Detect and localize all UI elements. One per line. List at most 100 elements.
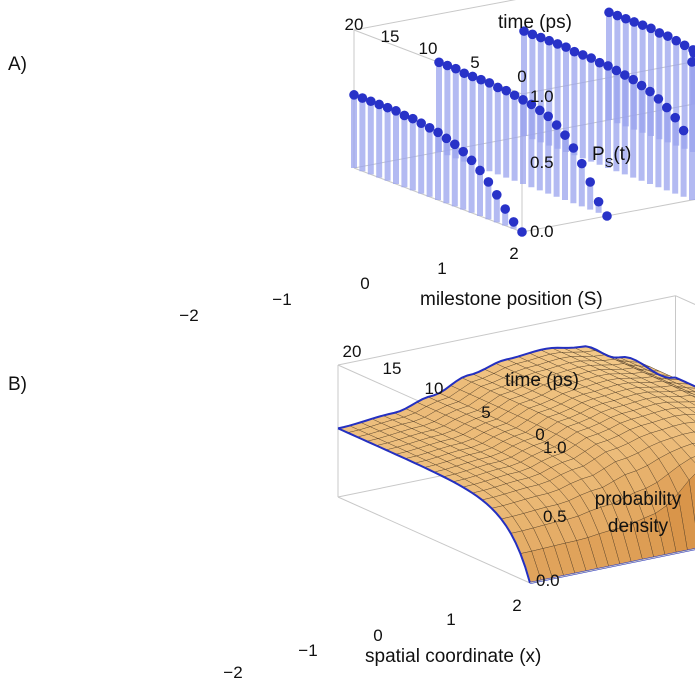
data-point — [687, 57, 695, 67]
data-point — [678, 125, 689, 136]
a-box-edge — [521, 198, 695, 233]
data-point — [518, 95, 528, 105]
data-point — [611, 65, 622, 76]
data-point — [475, 165, 485, 176]
data-point — [578, 50, 588, 60]
data-point — [552, 39, 563, 49]
data-point — [526, 99, 537, 110]
data-point — [408, 113, 418, 124]
b-prob-tick-0: 0.0 — [536, 571, 560, 590]
data-point — [450, 139, 460, 150]
data-point — [577, 158, 587, 169]
b-box-edge — [529, 548, 695, 584]
b-time-tick-20: 20 — [343, 342, 362, 361]
a-pos-tick-1: 1 — [437, 259, 446, 278]
b-pos-tick-2: 2 — [512, 596, 521, 615]
surface-edge-right — [337, 427, 531, 584]
a-pos-tick-0: 0 — [360, 274, 369, 293]
data-point — [612, 10, 623, 21]
data-point — [646, 23, 656, 34]
data-point — [586, 53, 596, 63]
data-point — [458, 146, 469, 157]
b-prob-axis-label-line2: density — [608, 516, 669, 537]
data-point — [543, 111, 553, 122]
a-time-tick-20: 20 — [345, 15, 364, 34]
data-point — [536, 32, 546, 43]
data-point — [519, 26, 529, 36]
data-point — [568, 143, 579, 153]
data-point — [621, 13, 631, 24]
data-point — [602, 211, 612, 221]
b-time-tick-5: 5 — [481, 403, 490, 422]
data-point — [688, 45, 695, 55]
data-point — [569, 46, 580, 57]
data-point — [357, 93, 368, 103]
data-point — [476, 74, 486, 85]
data-point — [653, 94, 664, 104]
data-point — [434, 57, 444, 68]
data-point — [508, 217, 519, 227]
a-pos-tick-2: 2 — [509, 244, 518, 263]
data-point — [399, 110, 410, 121]
data-point — [349, 90, 359, 100]
data-point — [442, 60, 453, 71]
a-time-tick-15: 15 — [381, 27, 400, 46]
panel-b-box-front-edges — [529, 548, 695, 584]
a-time-tick-5: 5 — [470, 53, 479, 72]
data-point — [382, 102, 393, 113]
data-point — [366, 96, 376, 107]
a-time-axis-label: time (ps) — [498, 12, 572, 33]
data-point — [593, 196, 604, 207]
panel-a-stem-plot: A) 0 5 10 15 20 time (ps) 1.0 0.5 0.0 PS… — [8, 0, 695, 325]
data-point — [467, 71, 478, 82]
data-point — [645, 86, 655, 97]
b-box-edge — [675, 295, 695, 305]
data-point — [670, 112, 680, 123]
panel-a-stems — [351, 12, 695, 229]
data-point — [628, 74, 638, 85]
data-point — [594, 57, 605, 68]
data-point — [679, 40, 690, 51]
data-point — [466, 155, 477, 166]
data-point — [459, 68, 470, 79]
data-point — [662, 102, 672, 113]
surface-edge-late — [337, 345, 676, 430]
data-point — [637, 20, 648, 30]
data-point — [391, 106, 401, 116]
data-point — [671, 35, 681, 46]
b-pos-tick-1: 1 — [446, 610, 455, 629]
b-pos-tick-m1: −1 — [298, 641, 317, 660]
b-box-edge — [337, 496, 531, 584]
panel-b-surface — [337, 345, 695, 584]
panel-b-label: B) — [8, 374, 27, 395]
panel-a-label: A) — [8, 54, 27, 75]
data-point — [493, 82, 503, 93]
a-pos-tick-m2: −2 — [179, 306, 198, 325]
a-prob-tick-0: 0.0 — [530, 222, 554, 241]
a-time-tick-0: 0 — [517, 67, 526, 86]
data-point — [663, 31, 673, 41]
b-pos-tick-m2: −2 — [223, 663, 242, 682]
data-point — [501, 85, 512, 96]
a-prob-axis-label-main: P — [592, 144, 605, 165]
a-prob-axis-label: PS(t) — [592, 144, 631, 170]
panel-a-points — [349, 7, 695, 237]
b-prob-axis-label-line1: probability — [595, 489, 682, 510]
a-pos-tick-m1: −1 — [272, 290, 291, 309]
data-point — [654, 28, 665, 38]
data-point — [620, 70, 630, 80]
b-time-tick-0: 0 — [535, 425, 544, 444]
a-box-edge — [353, 0, 517, 31]
data-point — [441, 133, 452, 144]
data-point — [544, 35, 554, 46]
data-point — [535, 105, 545, 116]
a-prob-axis-label-rest: (t) — [613, 144, 631, 165]
data-point — [374, 99, 385, 110]
b-pos-tick-0: 0 — [373, 626, 382, 645]
data-point — [604, 7, 614, 18]
data-point — [509, 90, 520, 101]
data-point — [500, 204, 511, 214]
data-point — [551, 120, 562, 130]
data-point — [527, 29, 538, 40]
data-point — [484, 78, 495, 88]
